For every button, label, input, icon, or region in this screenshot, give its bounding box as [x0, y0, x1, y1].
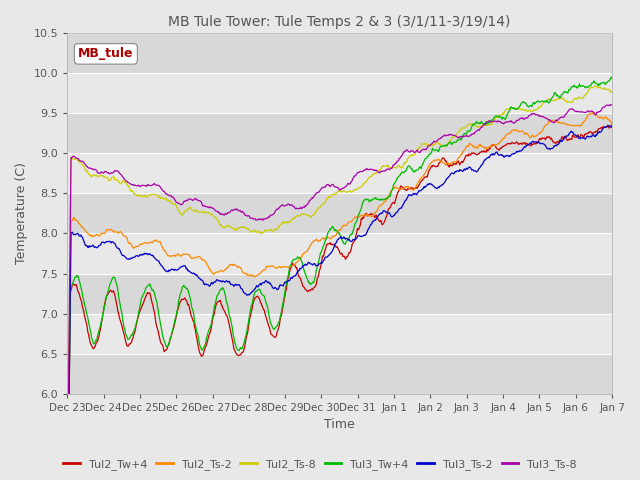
Bar	[67, 354, 612, 394]
Text: MB_tule: MB_tule	[78, 48, 134, 60]
Bar	[67, 313, 612, 354]
Y-axis label: Temperature (C): Temperature (C)	[15, 162, 28, 264]
Bar	[67, 73, 612, 113]
X-axis label: Time: Time	[324, 419, 355, 432]
Bar	[67, 33, 612, 73]
Title: MB Tule Tower: Tule Temps 2 & 3 (3/1/11-3/19/14): MB Tule Tower: Tule Temps 2 & 3 (3/1/11-…	[168, 15, 511, 29]
Bar	[67, 153, 612, 193]
Bar	[67, 113, 612, 153]
Bar	[67, 274, 612, 313]
Legend: Tul2_Tw+4, Tul2_Ts-2, Tul2_Ts-8, Tul3_Tw+4, Tul3_Ts-2, Tul3_Ts-8: Tul2_Tw+4, Tul2_Ts-2, Tul2_Ts-8, Tul3_Tw…	[59, 455, 581, 474]
Bar	[67, 193, 612, 233]
Bar	[67, 233, 612, 274]
